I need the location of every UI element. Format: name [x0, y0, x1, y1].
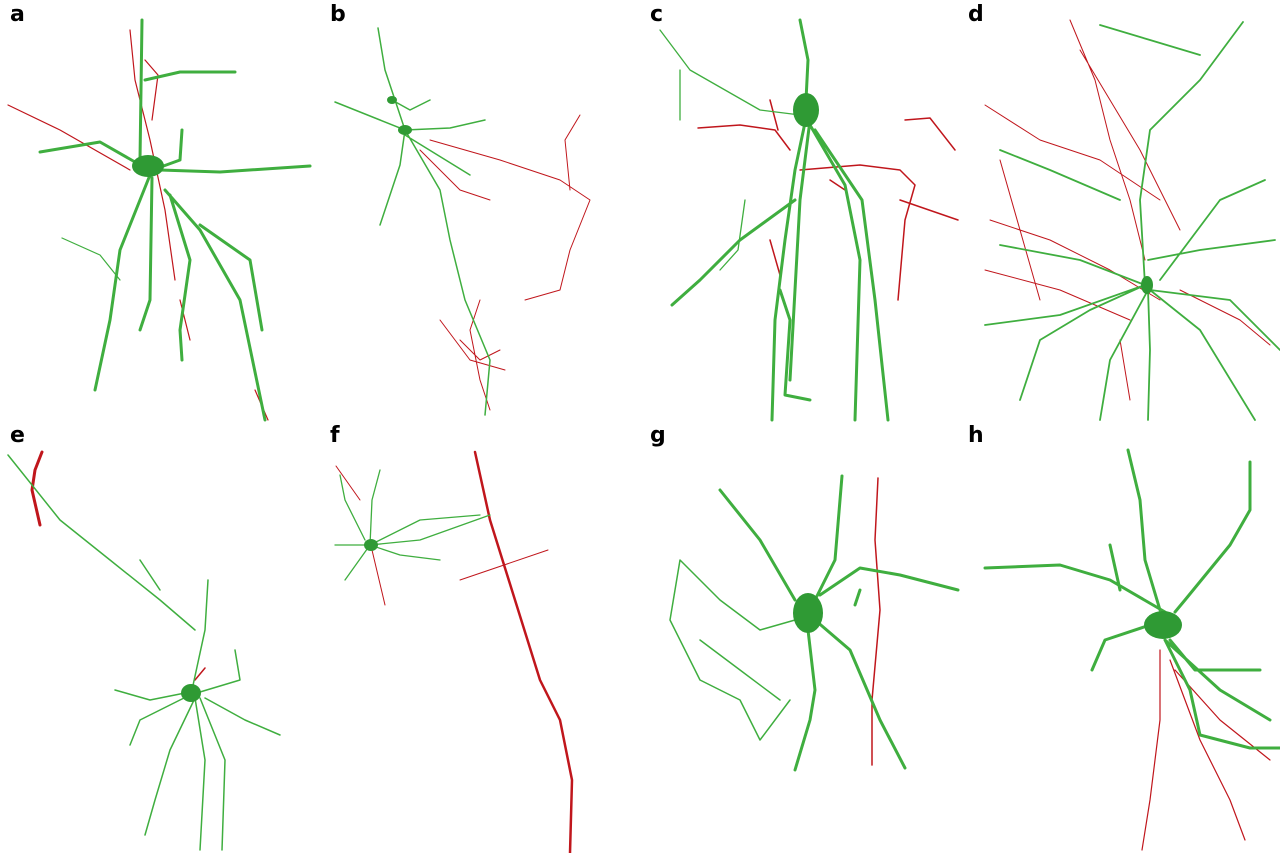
panel-label: g	[650, 423, 666, 448]
panel-label: a	[10, 2, 25, 27]
neuron-f	[335, 452, 572, 853]
panel-label: h	[968, 423, 984, 448]
panel-label: d	[968, 2, 984, 27]
panel-label: e	[10, 423, 25, 448]
panel-labels: a b c d e f g h	[10, 2, 984, 448]
figure: a b c d e f g h	[0, 0, 1280, 853]
neuron-e	[8, 452, 280, 850]
panel-label: c	[650, 2, 663, 27]
panel-label: b	[330, 2, 346, 27]
neuron-b	[335, 28, 590, 415]
neuron-h	[985, 450, 1280, 850]
neuron-c	[660, 20, 958, 420]
neuron-a	[8, 20, 310, 420]
neuron-g	[670, 476, 958, 770]
neuron-d	[985, 20, 1280, 420]
panel-label: f	[330, 423, 340, 448]
